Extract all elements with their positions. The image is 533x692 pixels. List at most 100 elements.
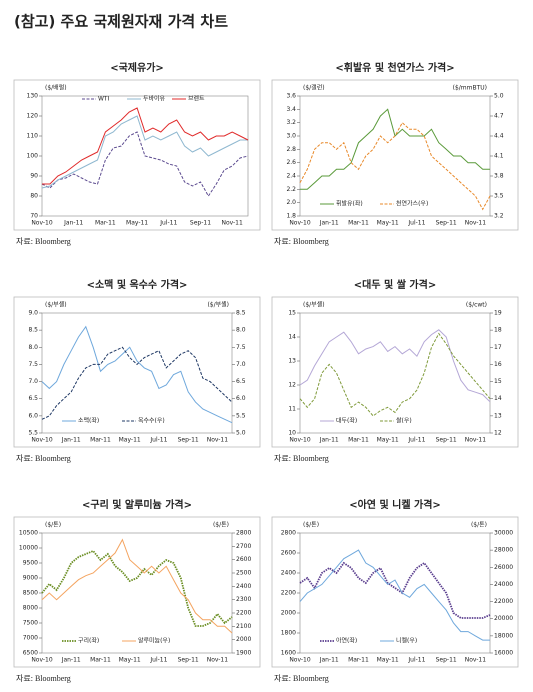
y-tick-label: 120: [27, 113, 39, 120]
source: 자료: Bloomberg: [274, 674, 329, 683]
x-tick-label: Sep-11: [190, 220, 211, 227]
x-tick-label: Jul-11: [149, 437, 167, 444]
y-tick-label: 80: [30, 193, 38, 200]
y-tick-label: 3.0: [286, 133, 296, 140]
y-tick-label: 9.0: [28, 310, 38, 317]
y-axis-unit: ($/배럴): [45, 84, 67, 92]
panel-frame: [13, 296, 261, 448]
y-axis-unit: ($/부셸): [303, 301, 325, 309]
legend-label: 휘발유(좌): [336, 200, 363, 208]
y2-tick-label: 6.5: [236, 378, 246, 385]
y-tick-label: 2000: [281, 610, 296, 617]
legend-label: 두바이유: [143, 95, 166, 103]
y-tick-label: 90: [30, 173, 38, 180]
x-tick-label: Jul-11: [149, 657, 167, 664]
series-line: [41, 325, 233, 424]
legend-label: 니켈(우): [396, 637, 417, 645]
x-tick-label: Mar-11: [348, 657, 369, 664]
panel-title: <아연 및 니켈 가격>: [349, 498, 441, 511]
x-tick-label: Nov-11: [465, 657, 487, 664]
y2-axis-unit: ($/mmBTU): [453, 85, 487, 92]
panel-frame: [13, 79, 261, 231]
y-tick-label: 1800: [281, 630, 296, 637]
y-tick-label: 6.0: [28, 412, 38, 419]
x-tick-label: Nov-10: [289, 657, 311, 664]
y2-tick-label: 15: [494, 378, 502, 385]
series-line: [299, 332, 491, 417]
y2-tick-label: 2600: [236, 556, 251, 563]
y-tick-label: 12: [288, 382, 296, 389]
y2-axis-unit: ($/톤): [471, 522, 487, 529]
panel-title: <소맥 및 옥수수 가격>: [87, 278, 188, 291]
y-axis-unit: ($/톤): [303, 522, 319, 529]
y2-tick-label: 7.5: [236, 344, 246, 351]
y-tick-label: 6500: [23, 650, 38, 657]
panel-frame: [271, 79, 519, 231]
y2-tick-label: 2300: [236, 596, 251, 603]
y-tick-label: 2.8: [286, 146, 296, 153]
y2-tick-label: 8.5: [236, 310, 246, 317]
series-line: [41, 131, 249, 197]
y2-tick-label: 17: [494, 344, 502, 351]
y-tick-label: 13: [288, 358, 296, 365]
y2-tick-label: 2000: [236, 636, 251, 643]
x-tick-label: Nov-11: [221, 220, 243, 227]
source: 자료: Bloomberg: [274, 454, 329, 463]
legend-label: 구리(좌): [78, 637, 99, 645]
y-tick-label: 3.2: [286, 119, 296, 126]
y2-tick-label: 24000: [494, 581, 513, 588]
series-line: [299, 549, 490, 641]
y-tick-label: 3.6: [286, 93, 296, 100]
y-tick-label: 130: [27, 93, 39, 100]
y-tick-label: 7500: [23, 620, 38, 627]
x-tick-label: Sep-11: [436, 437, 457, 444]
y-axis-unit: ($/부셸): [45, 301, 67, 309]
y-tick-label: 3.4: [286, 106, 296, 113]
y-tick-label: 110: [27, 133, 39, 140]
series-line: [42, 107, 249, 185]
series-line: [299, 329, 491, 403]
y2-tick-label: 30000: [494, 530, 513, 537]
panel-title: <휘발유 및 천연가스 가격>: [335, 61, 454, 74]
plot-area: [41, 312, 233, 434]
y-tick-label: 6.5: [28, 395, 38, 402]
y2-tick-label: 4.1: [494, 153, 504, 160]
panel-frame: [271, 516, 519, 668]
panel-title: <구리 및 알루미늄 가격>: [82, 498, 192, 511]
x-tick-label: Jan-11: [61, 437, 81, 444]
y-tick-label: 1600: [281, 650, 296, 657]
x-tick-label: Jul-11: [407, 437, 425, 444]
x-tick-label: Sep-11: [178, 657, 199, 664]
legend-label: 옥수수(우): [138, 418, 165, 425]
y2-tick-label: 6.0: [236, 395, 246, 402]
y2-tick-label: 2700: [236, 543, 251, 550]
y-tick-label: 9000: [23, 575, 38, 582]
y2-tick-label: 16000: [494, 650, 513, 657]
y2-tick-label: 2100: [236, 623, 251, 630]
x-tick-label: May-11: [126, 220, 148, 227]
y2-tick-label: 28000: [494, 547, 513, 554]
x-tick-label: Mar-11: [348, 220, 369, 227]
y-tick-label: 15: [288, 310, 296, 317]
y2-tick-label: 8.0: [236, 327, 246, 334]
y2-tick-label: 26000: [494, 564, 513, 571]
y2-tick-label: 16: [494, 361, 502, 368]
x-tick-label: May-11: [377, 220, 399, 227]
series-line: [41, 115, 248, 189]
x-tick-label: Jul-11: [407, 220, 425, 227]
series-line: [299, 561, 491, 619]
y-tick-label: 9500: [23, 560, 38, 567]
x-tick-label: Mar-11: [95, 220, 116, 227]
y-tick-label: 10000: [19, 545, 38, 552]
y2-tick-label: 19: [494, 310, 502, 317]
y2-tick-label: 2400: [236, 583, 251, 590]
y-tick-label: 1.8: [286, 213, 296, 220]
x-tick-label: Sep-11: [436, 220, 457, 227]
series-line: [41, 549, 233, 627]
x-tick-label: Jan-11: [319, 657, 339, 664]
series-line: [41, 346, 233, 420]
x-tick-label: May-11: [377, 657, 399, 664]
legend-label: 쌀(우): [396, 417, 412, 425]
legend-label: 대두(좌): [336, 417, 357, 425]
y2-tick-label: 18000: [494, 632, 513, 639]
